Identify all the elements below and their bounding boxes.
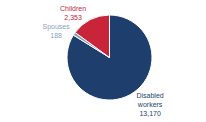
svg-text:Children2,353: Children2,353 xyxy=(60,5,86,21)
svg-text:Disabledworkers13,170: Disabledworkers13,170 xyxy=(136,92,163,117)
svg-text:Spouses188: Spouses188 xyxy=(42,23,70,39)
